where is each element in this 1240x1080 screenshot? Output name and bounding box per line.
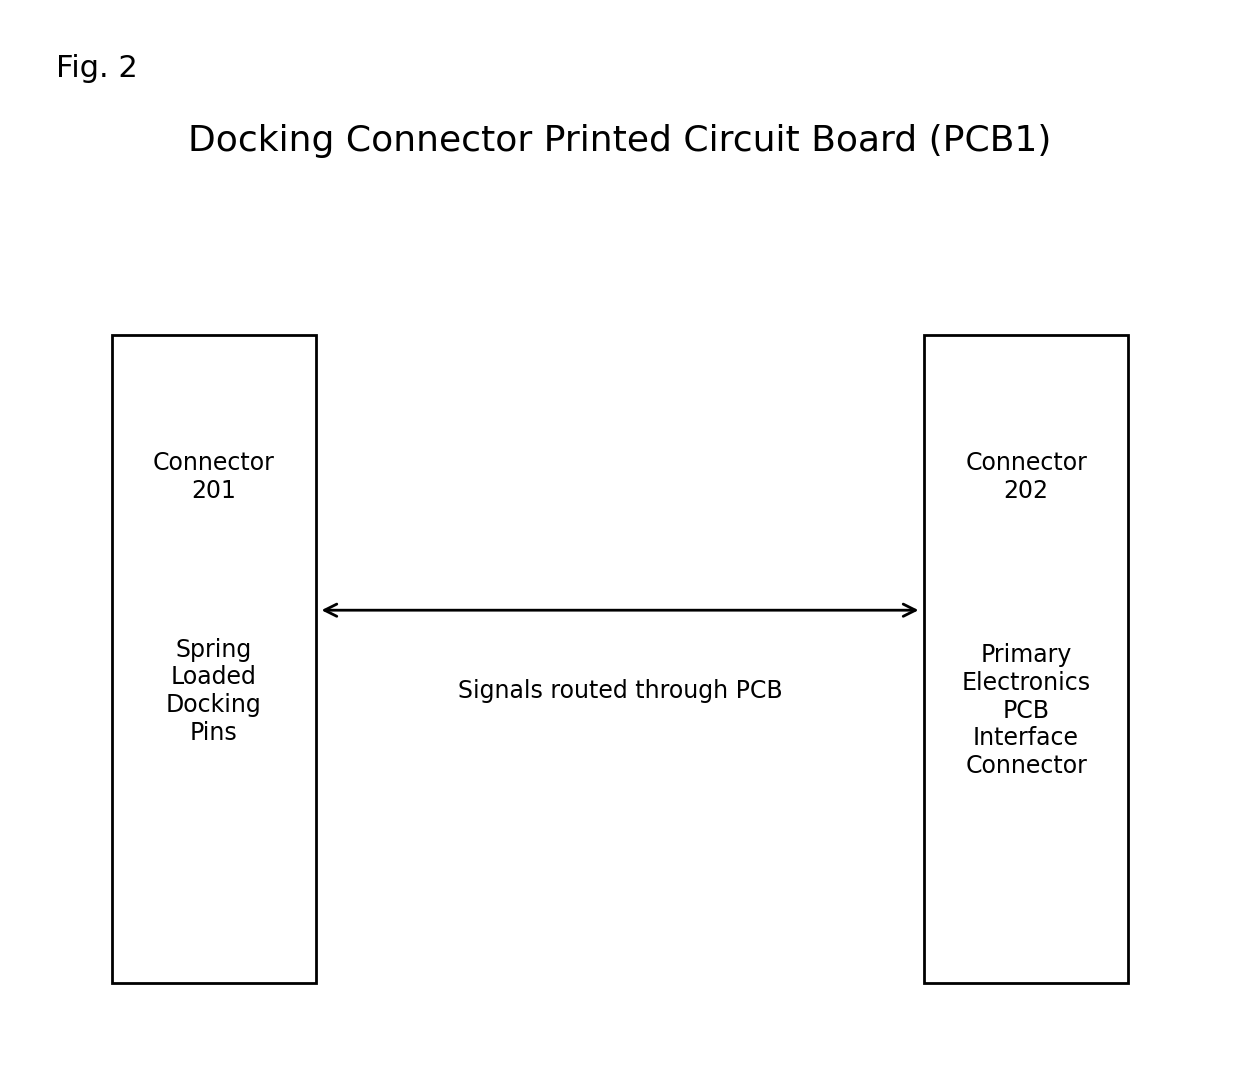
- Text: Spring
Loaded
Docking
Pins: Spring Loaded Docking Pins: [166, 637, 262, 745]
- Text: Fig. 2: Fig. 2: [56, 54, 138, 83]
- Text: Docking Connector Printed Circuit Board (PCB1): Docking Connector Printed Circuit Board …: [188, 124, 1052, 158]
- Text: Connector
201: Connector 201: [153, 451, 275, 503]
- Text: Signals routed through PCB: Signals routed through PCB: [458, 679, 782, 703]
- Bar: [112, 335, 316, 983]
- Text: Primary
Electronics
PCB
Interface
Connector: Primary Electronics PCB Interface Connec…: [961, 643, 1091, 779]
- Bar: [924, 335, 1128, 983]
- Text: Connector
202: Connector 202: [965, 451, 1087, 503]
